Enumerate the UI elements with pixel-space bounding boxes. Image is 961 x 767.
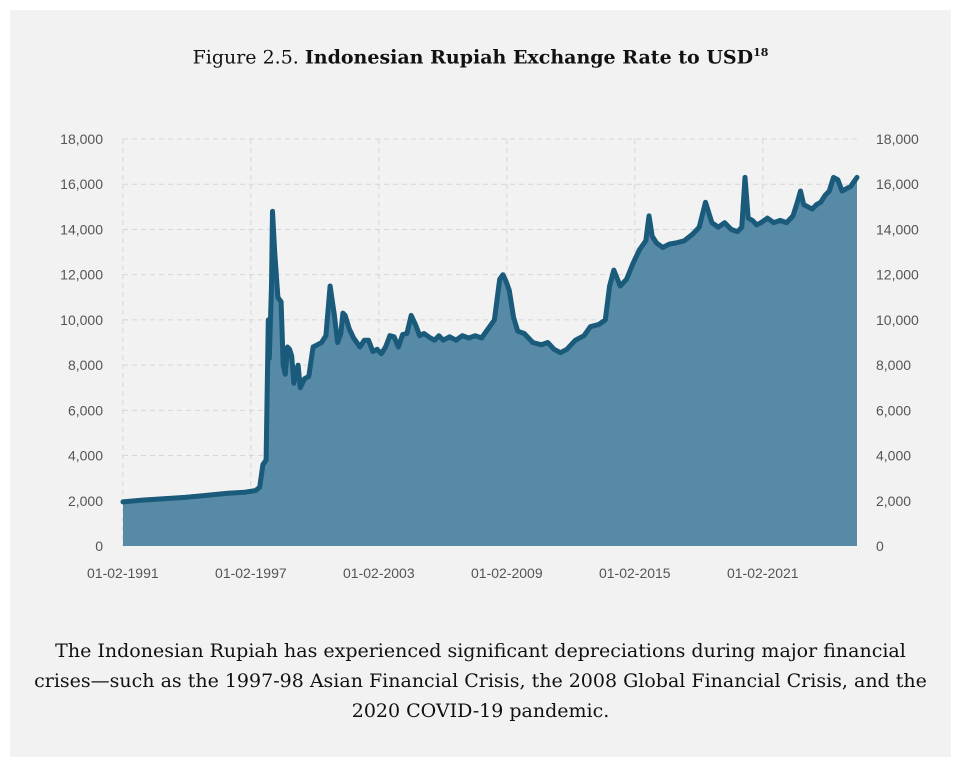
y-tick-label-left: 16,000 xyxy=(60,176,103,192)
y-tick-label-left: 10,000 xyxy=(60,312,103,328)
rupiah-line xyxy=(120,174,860,505)
y-tick-label-right: 12,000 xyxy=(876,267,919,283)
y-tick-label-right: 4,000 xyxy=(876,448,911,464)
y-tick-label-left: 8,000 xyxy=(68,357,103,373)
y-tick-label-right: 18,000 xyxy=(876,131,919,147)
y-tick-label-left: 4,000 xyxy=(68,448,103,464)
y-tick-label-left: 18,000 xyxy=(60,131,103,147)
grid-layer xyxy=(122,138,857,546)
y-tick-label-right: 10,000 xyxy=(876,312,919,328)
axis-labels: 0 0 2,000 2,000 4,000 4,000 6,000 6,000 8,000 8,0… xyxy=(60,131,919,581)
y-tick-label-right: 8,000 xyxy=(876,357,911,373)
y-tick-label-right: 14,000 xyxy=(876,221,919,237)
y-tick-label-right: 6,000 xyxy=(876,402,911,418)
y-tick-label-left: 12,000 xyxy=(60,267,103,283)
x-tick-label: 01-02-2003 xyxy=(343,565,415,581)
rupiah-area-fill xyxy=(123,177,857,546)
figure-title-text: Indonesian Rupiah Exchange Rate to USD xyxy=(304,46,754,69)
y-tick-label-right: 0 xyxy=(876,538,884,554)
figure-footnote-ref: 18 xyxy=(753,46,769,59)
y-tick-label-left: 2,000 xyxy=(68,493,103,509)
y-tick-label-right: 16,000 xyxy=(876,176,919,192)
x-tick-label: 01-02-2015 xyxy=(599,565,671,581)
x-tick-label: 01-02-1991 xyxy=(87,565,159,581)
y-tick-label-left: 0 xyxy=(95,538,103,554)
y-tick-label-right: 2,000 xyxy=(876,493,911,509)
figure-title: Figure 2.5. Indonesian Rupiah Exchange R… xyxy=(0,46,961,68)
y-tick-label-left: 14,000 xyxy=(60,221,103,237)
x-tick-label: 01-02-1997 xyxy=(215,565,287,581)
figure-label: Figure 2.5. xyxy=(192,46,299,69)
figure-caption: The Indonesian Rupiah has experienced si… xyxy=(34,640,927,722)
x-tick-label: 01-02-2021 xyxy=(727,565,799,581)
x-tick-label: 01-02-2009 xyxy=(471,565,543,581)
y-tick-label-left: 6,000 xyxy=(68,402,103,418)
